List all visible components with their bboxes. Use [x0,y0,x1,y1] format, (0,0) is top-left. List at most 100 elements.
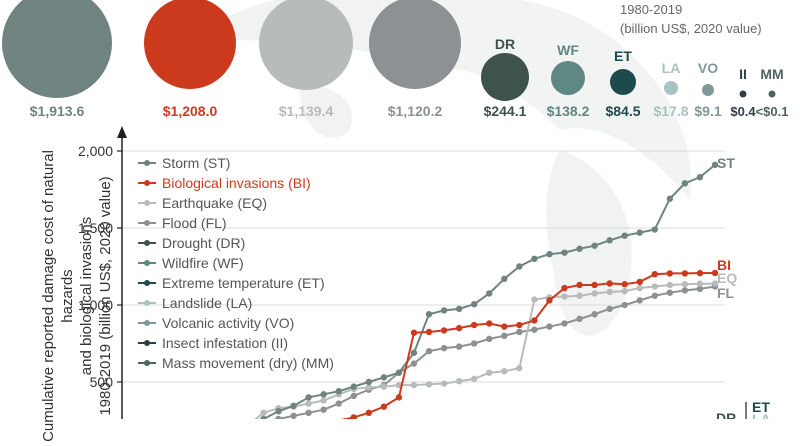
legend-swatch-storm [138,158,156,168]
legend-item-insect-infestation[interactable]: Insect infestation (II) [138,333,378,353]
legend: Storm (ST) Biological invasions (BI) Ear… [138,153,378,373]
legend-item-volcanic-activity[interactable]: Volcanic activity (VO) [138,313,378,333]
legend-item-wildfire[interactable]: Wildfire (WF) [138,253,378,273]
data-point-st [591,242,598,249]
end-label-eq: EQ [717,270,737,286]
legend-item-flood[interactable]: Flood (FL) [138,213,378,233]
chart-subtitle: 1980-2019 (billion US$, 2020 value) [620,0,762,38]
data-point-st [470,301,478,308]
series-line-fl [273,285,716,419]
y-tick-label: 1,500 [78,220,113,236]
data-point-bi [681,270,689,277]
data-point-st [410,349,418,356]
data-point-bi [440,327,448,334]
bubble-code-vo: VO [698,60,718,76]
bubble-code-et: ET [614,48,632,64]
data-point-eq [305,400,312,407]
data-point-bi [636,278,643,286]
data-point-fl [666,289,674,296]
legend-item-landslide[interactable]: Landslide (LA) [138,293,378,313]
series-st [260,161,719,419]
data-point-eq [591,290,598,297]
data-point-st [455,305,463,313]
y-tick-label: 500 [90,374,114,390]
bubble-code-mm: MM [760,66,783,82]
legend-item-earthquake[interactable]: Earthquake (EQ) [138,193,378,213]
data-point-fl [561,320,568,327]
data-point-bi [606,280,613,287]
data-point-eq [651,283,658,290]
data-point-st [365,378,373,386]
legend-label-volcanic-activity: Volcanic activity (VO) [162,315,295,331]
data-point-st [621,232,628,239]
legend-swatch-wildfire [138,258,156,268]
data-point-st [440,307,448,314]
data-point-st [350,383,357,390]
data-point-st [516,263,523,270]
y-axis: 2,000 1,500 1,000 500 [78,126,127,419]
data-point-fl [516,328,523,336]
data-point-bi [711,269,719,277]
bubble-value-et: $84.5 [605,103,640,119]
y-axis-arrow [117,126,127,138]
data-point-eq [696,280,704,287]
bubble-eq [259,0,353,90]
data-point-fl [636,297,643,304]
data-point-eq [681,281,689,288]
bubble-value-vo: $9.1 [694,103,721,119]
data-point-fl [651,292,658,299]
data-point-bi [425,328,433,336]
data-point-eq [531,296,538,303]
data-point-bi [365,409,373,416]
legend-item-mass-movement[interactable]: Mass movement (dry) (MM) [138,353,378,373]
data-point-bi [621,281,628,288]
data-point-bi [410,329,418,336]
bubble-value-ii: $0.4 [730,104,756,119]
legend-swatch-biological-invasions [138,178,156,188]
data-point-st [561,249,568,256]
data-point-eq [440,380,448,387]
bubble-bi [144,0,236,89]
series-line-bi [341,271,716,419]
data-point-eq [666,281,674,289]
series-line-eq [254,282,716,419]
legend-label-storm: Storm (ST) [162,155,231,171]
data-point-fl [696,285,704,293]
legend-label-flood: Flood (FL) [162,215,227,231]
data-point-fl [681,287,689,294]
data-point-fl [591,311,598,318]
legend-item-drought[interactable]: Drought (DR) [138,233,378,253]
data-point-bi [531,317,538,324]
bubble-value-wf: $138.2 [547,103,590,119]
data-point-eq [380,383,388,390]
data-point-st [335,388,342,395]
data-point-bi [651,271,658,278]
end-label-fl: FL [717,285,735,301]
data-point-bi [561,284,568,292]
data-point-fl [440,344,448,352]
legend-item-extreme-temperature[interactable]: Extreme temperature (ET) [138,273,378,293]
data-point-fl [335,400,342,407]
legend-swatch-mass-movement [138,358,156,368]
data-point-fl [501,332,508,339]
data-point-fl [425,348,433,355]
data-point-fl [350,392,357,400]
bubble-value-st: $1,913.6 [30,103,85,119]
end-label-st: ST [717,155,735,171]
data-point-eq [260,409,267,416]
series-line-st [260,164,716,419]
legend-item-biological-invasions[interactable]: Biological invasions (BI) [138,173,378,193]
bubble-value-la: $17.8 [653,103,688,119]
legend-label-earthquake: Earthquake (EQ) [162,195,268,211]
data-point-eq [470,375,478,383]
legend-item-storm[interactable]: Storm (ST) [138,153,378,173]
data-point-st [651,226,658,233]
data-point-eq [621,287,628,295]
data-point-fl [410,360,418,367]
bubble-wf [551,61,585,95]
bubble-code-dr: DR [495,36,515,52]
data-point-st [531,255,538,262]
data-point-fl [455,343,463,350]
